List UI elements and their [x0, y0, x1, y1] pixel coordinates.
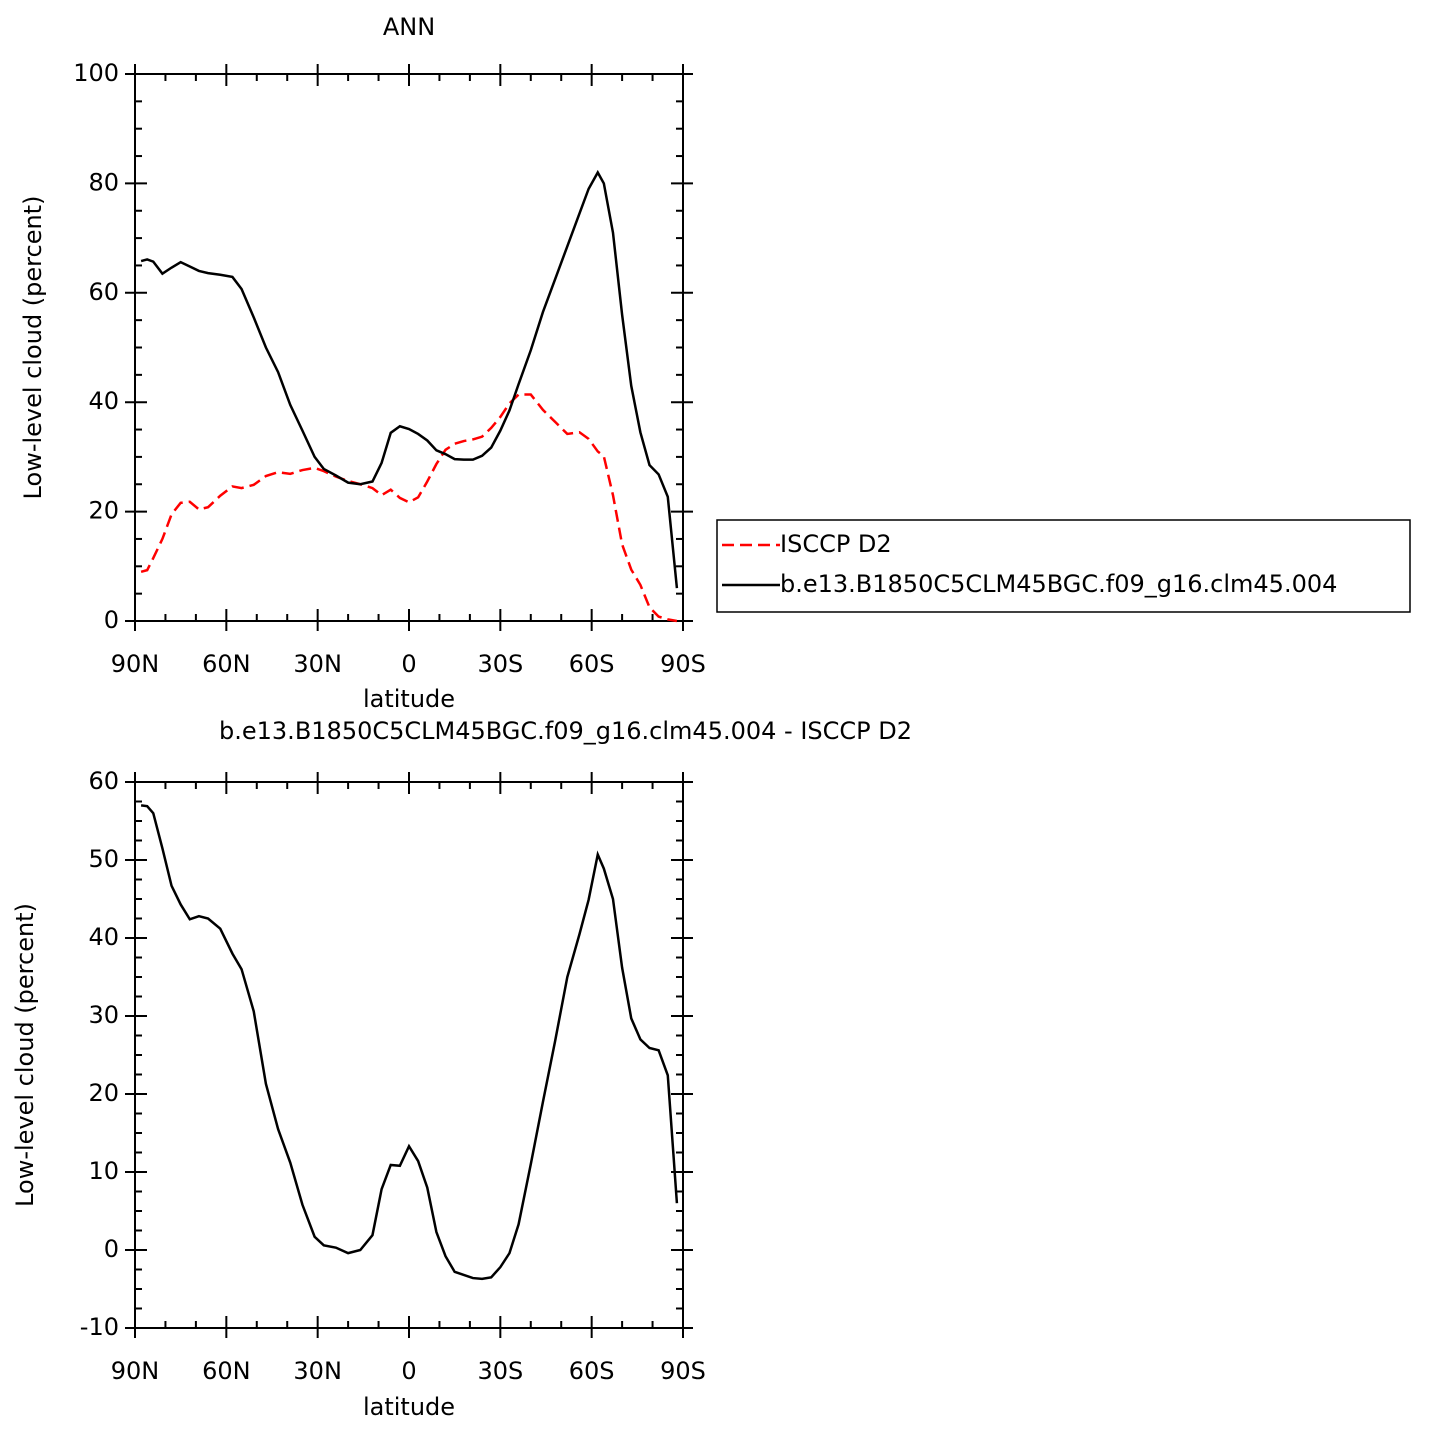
- y-tick-label: 100: [73, 59, 119, 87]
- y-tick-label: 30: [88, 1001, 119, 1029]
- x-tick-label: 60S: [569, 650, 615, 678]
- x-tick-label: 30N: [293, 650, 342, 678]
- y-tick-label: 50: [88, 845, 119, 873]
- x-tick-label: 60N: [202, 1357, 251, 1385]
- chart-title: b.e13.B1850C5CLM45BGC.f09_g16.clm45.004 …: [219, 717, 912, 745]
- y-tick-label: 80: [88, 168, 119, 196]
- y-tick-label: 0: [104, 1235, 119, 1263]
- legend-label: ISCCP D2: [780, 530, 892, 558]
- y-tick-label: 40: [88, 387, 119, 415]
- x-tick-label: 60S: [569, 1357, 615, 1385]
- y-tick-label: 10: [88, 1157, 119, 1185]
- y-tick-label: 60: [88, 767, 119, 795]
- data-line: [140, 804, 679, 1281]
- chart-title: ANN: [383, 13, 435, 41]
- legend-label: b.e13.B1850C5CLM45BGC.f09_g16.clm45.004: [780, 570, 1337, 598]
- x-axis-label: latitude: [363, 1393, 455, 1421]
- x-tick-label: 90S: [660, 650, 706, 678]
- data-line: [140, 169, 679, 589]
- y-axis-label: Low-level cloud (percent): [11, 903, 39, 1207]
- x-tick-label: 90S: [660, 1357, 706, 1385]
- legend-box: [716, 519, 1411, 613]
- data-line: [140, 393, 678, 623]
- y-tick-label: 40: [88, 923, 119, 951]
- plot-frame: [134, 73, 684, 622]
- y-axis-label: Low-level cloud (percent): [19, 196, 47, 500]
- x-tick-label: 90N: [111, 1357, 160, 1385]
- x-tick-label: 30S: [477, 1357, 523, 1385]
- x-tick-label: 60N: [202, 650, 251, 678]
- x-tick-label: 0: [401, 650, 416, 678]
- x-tick-label: 30S: [477, 650, 523, 678]
- x-tick-label: 30N: [293, 1357, 342, 1385]
- y-tick-label: 20: [88, 497, 119, 525]
- x-tick-label: 0: [401, 1357, 416, 1385]
- y-tick-label: 20: [88, 1079, 119, 1107]
- y-tick-label: -10: [80, 1313, 119, 1341]
- y-tick-label: 0: [104, 606, 119, 634]
- x-axis-label: latitude: [363, 685, 455, 713]
- x-tick-label: 90N: [111, 650, 160, 678]
- y-tick-label: 60: [88, 278, 119, 306]
